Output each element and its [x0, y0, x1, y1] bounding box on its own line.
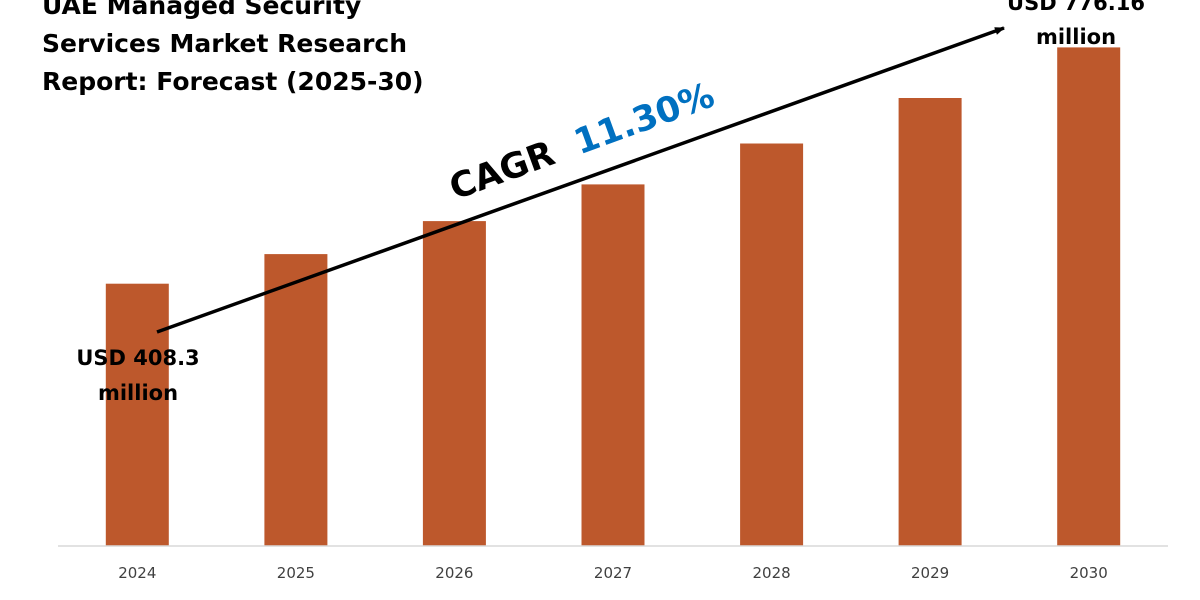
x-tick-label-2028: 2028 — [753, 564, 791, 582]
x-tick-label-2027: 2027 — [594, 564, 632, 582]
x-tick-label-2030: 2030 — [1070, 564, 1108, 582]
trend-arrow — [156, 26, 1005, 334]
bar-2030 — [1057, 47, 1121, 547]
x-tick-label-2026: 2026 — [435, 564, 473, 582]
bar-series — [105, 47, 1121, 547]
x-tick-label-2025: 2025 — [277, 564, 315, 582]
bar-2027 — [581, 184, 645, 546]
x-axis-tick-labels: 2024 2025 2026 2027 2028 2029 2030 — [118, 564, 1108, 582]
cagr-value: 11.30% — [569, 76, 720, 163]
bar-2026 — [422, 221, 486, 546]
cagr-prefix: CAGR — [444, 134, 560, 209]
start-value-label-line-1: USD 408.3 — [76, 346, 199, 370]
x-tick-label-2029: 2029 — [911, 564, 949, 582]
bar-2024 — [105, 283, 169, 546]
end-value-label-line-2: million — [1036, 25, 1116, 49]
start-value-label-line-2: million — [98, 381, 178, 405]
x-tick-label-2024: 2024 — [118, 564, 156, 582]
chart-title-line-2: Services Market Research — [42, 29, 407, 58]
chart-title-line-1: UAE Managed Security — [42, 0, 361, 20]
bar-2025 — [264, 254, 328, 546]
bar-2028 — [740, 143, 804, 546]
chart-title-line-3: Report: Forecast (2025-30) — [42, 67, 424, 96]
bar-2029 — [898, 98, 962, 546]
end-value-label-line-1: USD 776.16 — [1007, 0, 1145, 15]
